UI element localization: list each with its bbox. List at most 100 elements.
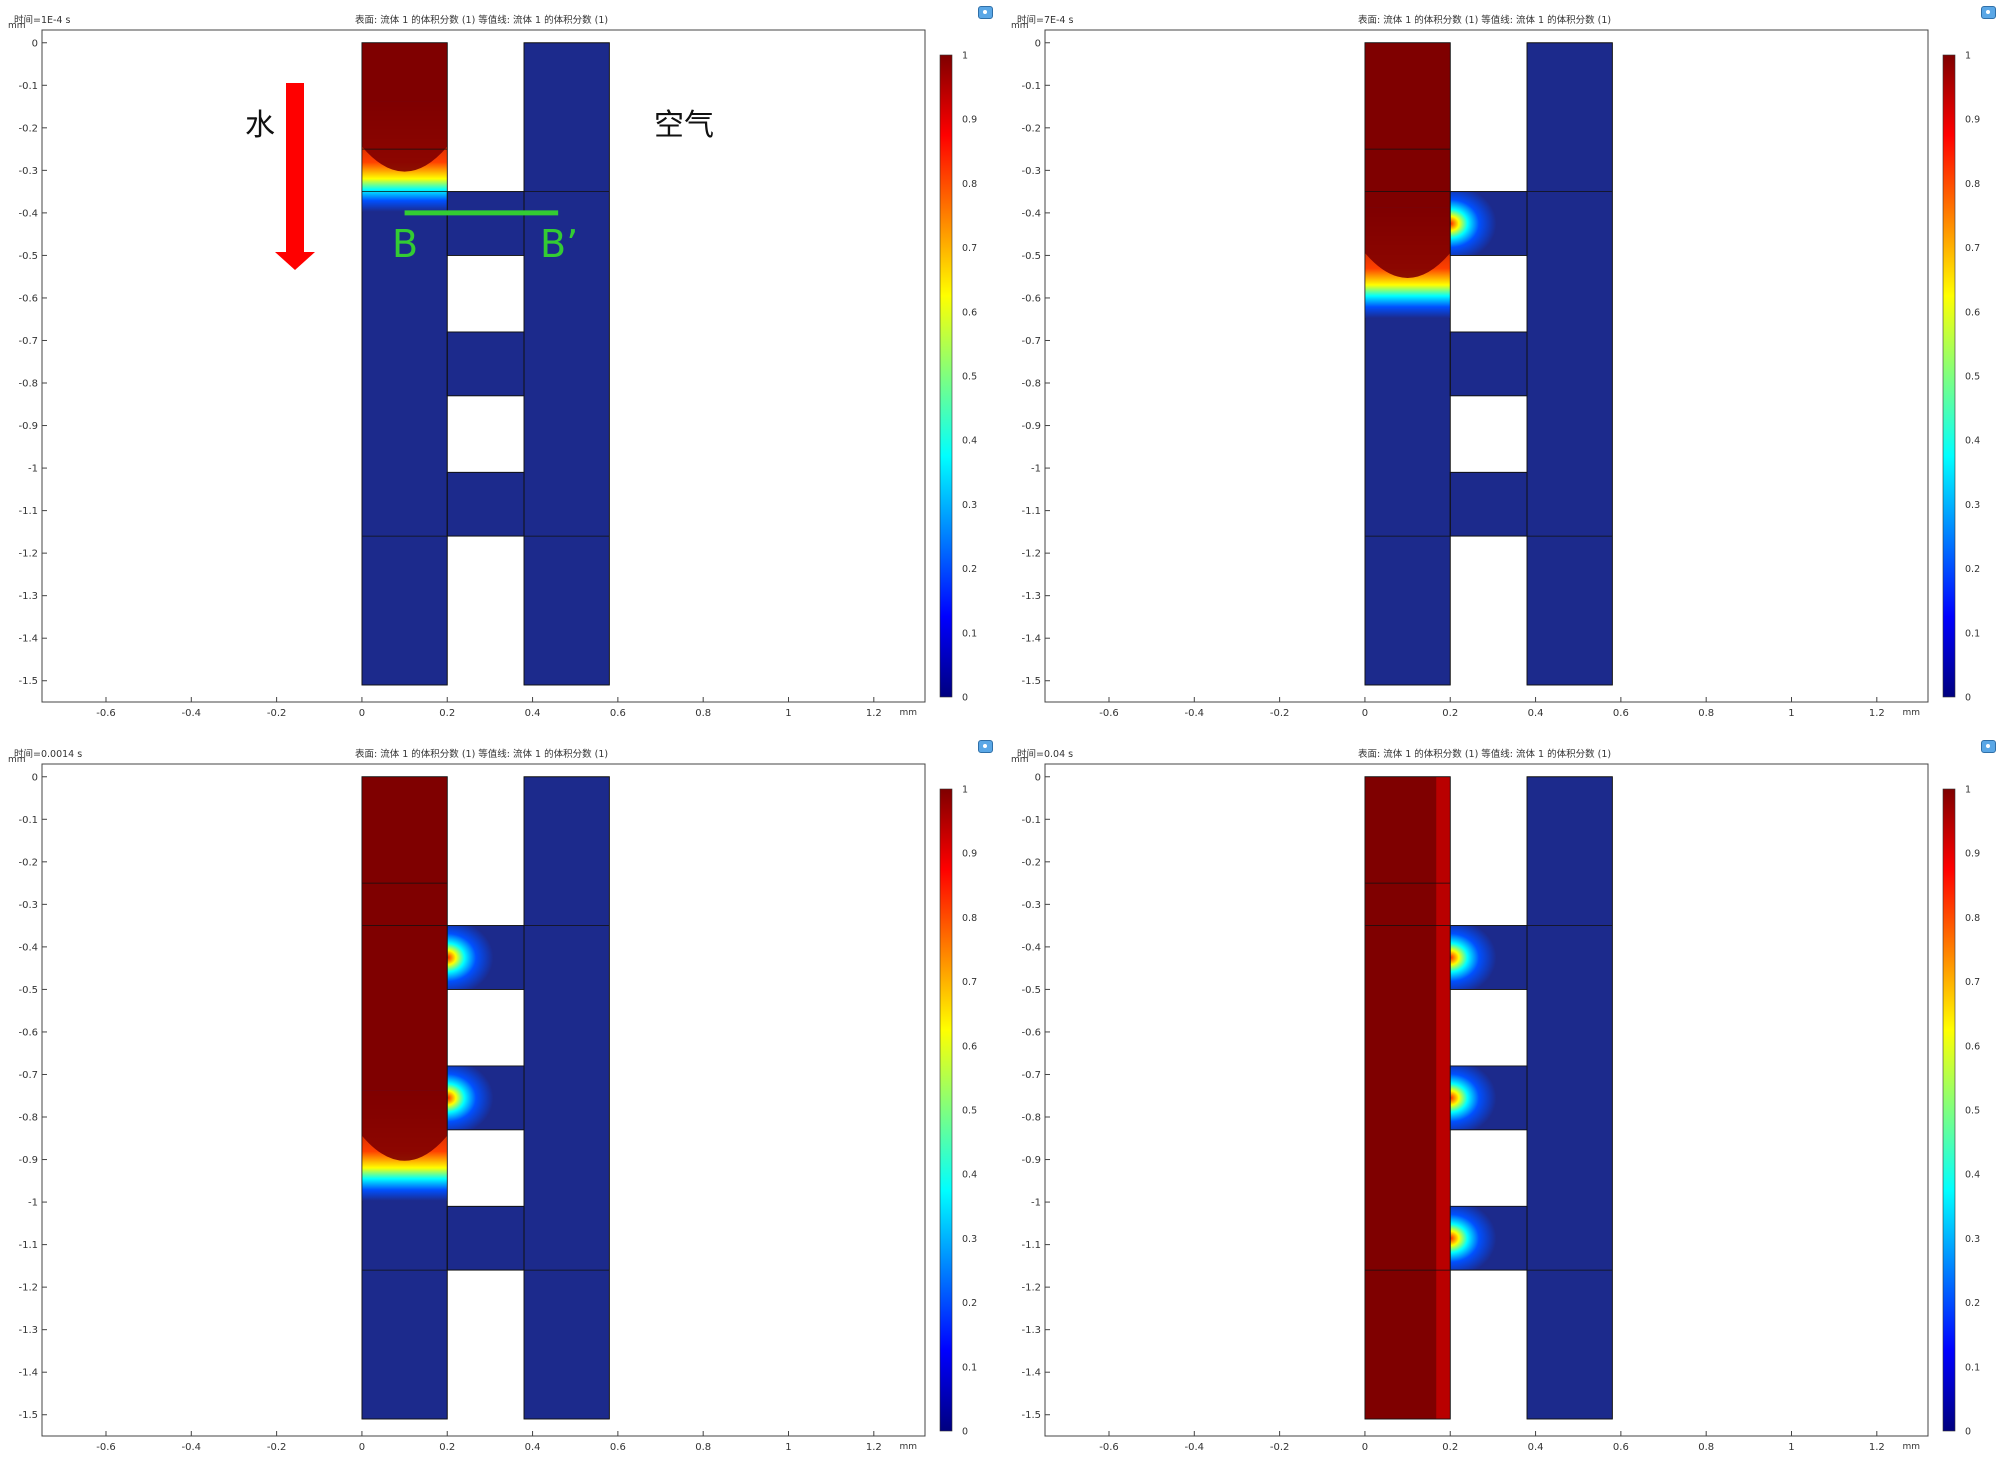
flow-arrow-head bbox=[275, 252, 315, 270]
expression-label: 表面: 流体 1 的体积分数 (1) 等值线: 流体 1 的体积分数 (1) bbox=[1358, 749, 1612, 760]
y-tick-label: -0.2 bbox=[18, 857, 38, 868]
x-tick-label: -0.4 bbox=[1185, 708, 1205, 719]
y-tick-label: -0.9 bbox=[1021, 421, 1041, 432]
colorbar-tick-label: 0.8 bbox=[1965, 179, 1980, 190]
y-tick-label: -0.8 bbox=[1021, 379, 1041, 390]
colorbar-tick-label: 0.9 bbox=[962, 849, 977, 860]
y-tick-label: -0.6 bbox=[1021, 1027, 1041, 1038]
x-tick-label: 0.8 bbox=[1698, 708, 1714, 719]
bridge-water-1 bbox=[1450, 191, 1528, 256]
time-label: 时间=0.0014 s bbox=[14, 749, 83, 760]
y-tick-label: -1 bbox=[1031, 464, 1041, 475]
time-label: 时间=7E-4 s bbox=[1017, 15, 1074, 26]
x-tick-label: 0 bbox=[359, 708, 365, 719]
y-tick-label: -0.5 bbox=[18, 251, 38, 262]
y-tick-label: -1.5 bbox=[18, 1410, 38, 1421]
camera-icon[interactable] bbox=[1981, 740, 1996, 753]
x-tick-label: -0.6 bbox=[96, 708, 116, 719]
bridge-3 bbox=[446, 471, 525, 537]
domain-outline bbox=[1449, 331, 1528, 397]
colorbar-tick-label: 0.5 bbox=[1965, 372, 1980, 383]
y-tick-label: -0.1 bbox=[1021, 815, 1041, 826]
colorbar bbox=[1942, 54, 1956, 698]
y-unit-label: mm bbox=[1011, 755, 1029, 765]
y-tick-label: -1.1 bbox=[1021, 1240, 1041, 1251]
colorbar-tick-label: 0.1 bbox=[962, 628, 977, 639]
colorbar-tick-label: 0.6 bbox=[1965, 307, 1980, 318]
colorbar-tick-label: 0.8 bbox=[962, 913, 977, 924]
plot-frame bbox=[41, 763, 926, 1437]
x-tick-label: 1.2 bbox=[1869, 708, 1885, 719]
x-tick-label: 0 bbox=[359, 1442, 365, 1453]
x-tick-label: 0 bbox=[1362, 1442, 1368, 1453]
y-unit-label: mm bbox=[8, 755, 26, 765]
x-tick-label: 0.8 bbox=[1698, 1442, 1714, 1453]
colorbar-tick-label: 0.7 bbox=[1965, 243, 1980, 254]
y-tick-label: -1.4 bbox=[1021, 1368, 1041, 1379]
bridge-water-2 bbox=[1450, 1065, 1528, 1130]
y-tick-label: -1.3 bbox=[1021, 591, 1041, 602]
y-tick-label: -0.8 bbox=[1021, 1113, 1041, 1124]
y-tick-label: -0.1 bbox=[18, 81, 38, 92]
camera-icon[interactable] bbox=[978, 740, 993, 753]
x-unit-label: mm bbox=[899, 708, 917, 718]
y-tick-label: -0.6 bbox=[18, 293, 38, 304]
colorbar-tick-label: 0.5 bbox=[1965, 1106, 1980, 1117]
y-tick-label: -0.7 bbox=[1021, 1070, 1041, 1081]
y-tick-label: -0.2 bbox=[1021, 123, 1041, 134]
colorbar-tick-label: 0.4 bbox=[1965, 1170, 1980, 1181]
x-tick-label: -0.6 bbox=[1099, 708, 1119, 719]
y-tick-label: -1.5 bbox=[1021, 676, 1041, 687]
y-tick-label: -0.9 bbox=[1021, 1155, 1041, 1166]
camera-icon[interactable] bbox=[1981, 6, 1996, 19]
y-tick-label: -1 bbox=[28, 1198, 38, 1209]
y-tick-label: -0.9 bbox=[18, 421, 38, 432]
plot-panel-4: 时间=0.04 s 表面: 流体 1 的体积分数 (1) 等值线: 流体 1 的… bbox=[1003, 734, 2000, 1468]
camera-icon[interactable] bbox=[978, 6, 993, 19]
colorbar-tick-label: 0.2 bbox=[1965, 1298, 1980, 1309]
domain-outline bbox=[446, 331, 525, 397]
bridge-water-1 bbox=[447, 925, 525, 990]
colorbar-tick-label: 0.7 bbox=[962, 243, 977, 254]
y-tick-label: -0.5 bbox=[18, 985, 38, 996]
y-tick-label: -1.5 bbox=[18, 676, 38, 687]
y-tick-label: -0.8 bbox=[18, 379, 38, 390]
y-tick-label: -0.7 bbox=[1021, 336, 1041, 347]
x-tick-label: 0.6 bbox=[1613, 1442, 1629, 1453]
x-tick-label: 0.4 bbox=[525, 708, 541, 719]
x-tick-label: -0.2 bbox=[1270, 708, 1290, 719]
colorbar-tick-label: 1 bbox=[962, 51, 968, 62]
water-region bbox=[1364, 42, 1451, 208]
x-tick-label: -0.6 bbox=[96, 1442, 116, 1453]
x-tick-label: 0.6 bbox=[1613, 708, 1629, 719]
x-tick-label: 1 bbox=[1788, 708, 1794, 719]
x-tick-label: -0.4 bbox=[1185, 1442, 1205, 1453]
y-tick-label: -0.7 bbox=[18, 336, 38, 347]
x-tick-label: 0.8 bbox=[695, 708, 711, 719]
colorbar-tick-label: 1 bbox=[1965, 785, 1971, 796]
y-tick-label: -1.2 bbox=[18, 1283, 38, 1294]
colorbar-tick-label: 0.2 bbox=[1965, 564, 1980, 575]
y-tick-label: -0.3 bbox=[18, 166, 38, 177]
bridge-2 bbox=[1449, 331, 1528, 397]
y-tick-label: -1 bbox=[28, 464, 38, 475]
y-tick-label: -0.8 bbox=[18, 1113, 38, 1124]
time-label: 时间=0.04 s bbox=[1017, 749, 1074, 760]
cut-line-end-label: B’ bbox=[540, 222, 579, 266]
y-tick-label: -0.6 bbox=[18, 1027, 38, 1038]
right-channel bbox=[523, 42, 610, 686]
x-tick-label: 1 bbox=[785, 708, 791, 719]
y-tick-label: 0 bbox=[32, 772, 38, 783]
colorbar-tick-label: 0.4 bbox=[962, 436, 977, 447]
x-tick-label: 0.2 bbox=[439, 1442, 455, 1453]
colorbar-tick-label: 0.6 bbox=[962, 307, 977, 318]
water-meniscus bbox=[361, 1090, 448, 1161]
colorbar-tick-label: 0.1 bbox=[1965, 628, 1980, 639]
colorbar-tick-label: 0 bbox=[1965, 693, 1971, 704]
x-tick-label: 0 bbox=[1362, 708, 1368, 719]
y-tick-label: -1.2 bbox=[1021, 549, 1041, 560]
expression-label: 表面: 流体 1 的体积分数 (1) 等值线: 流体 1 的体积分数 (1) bbox=[1358, 15, 1612, 26]
x-tick-label: 0.4 bbox=[1528, 1442, 1544, 1453]
y-tick-label: -1.1 bbox=[18, 506, 38, 517]
colorbar bbox=[939, 788, 953, 1432]
